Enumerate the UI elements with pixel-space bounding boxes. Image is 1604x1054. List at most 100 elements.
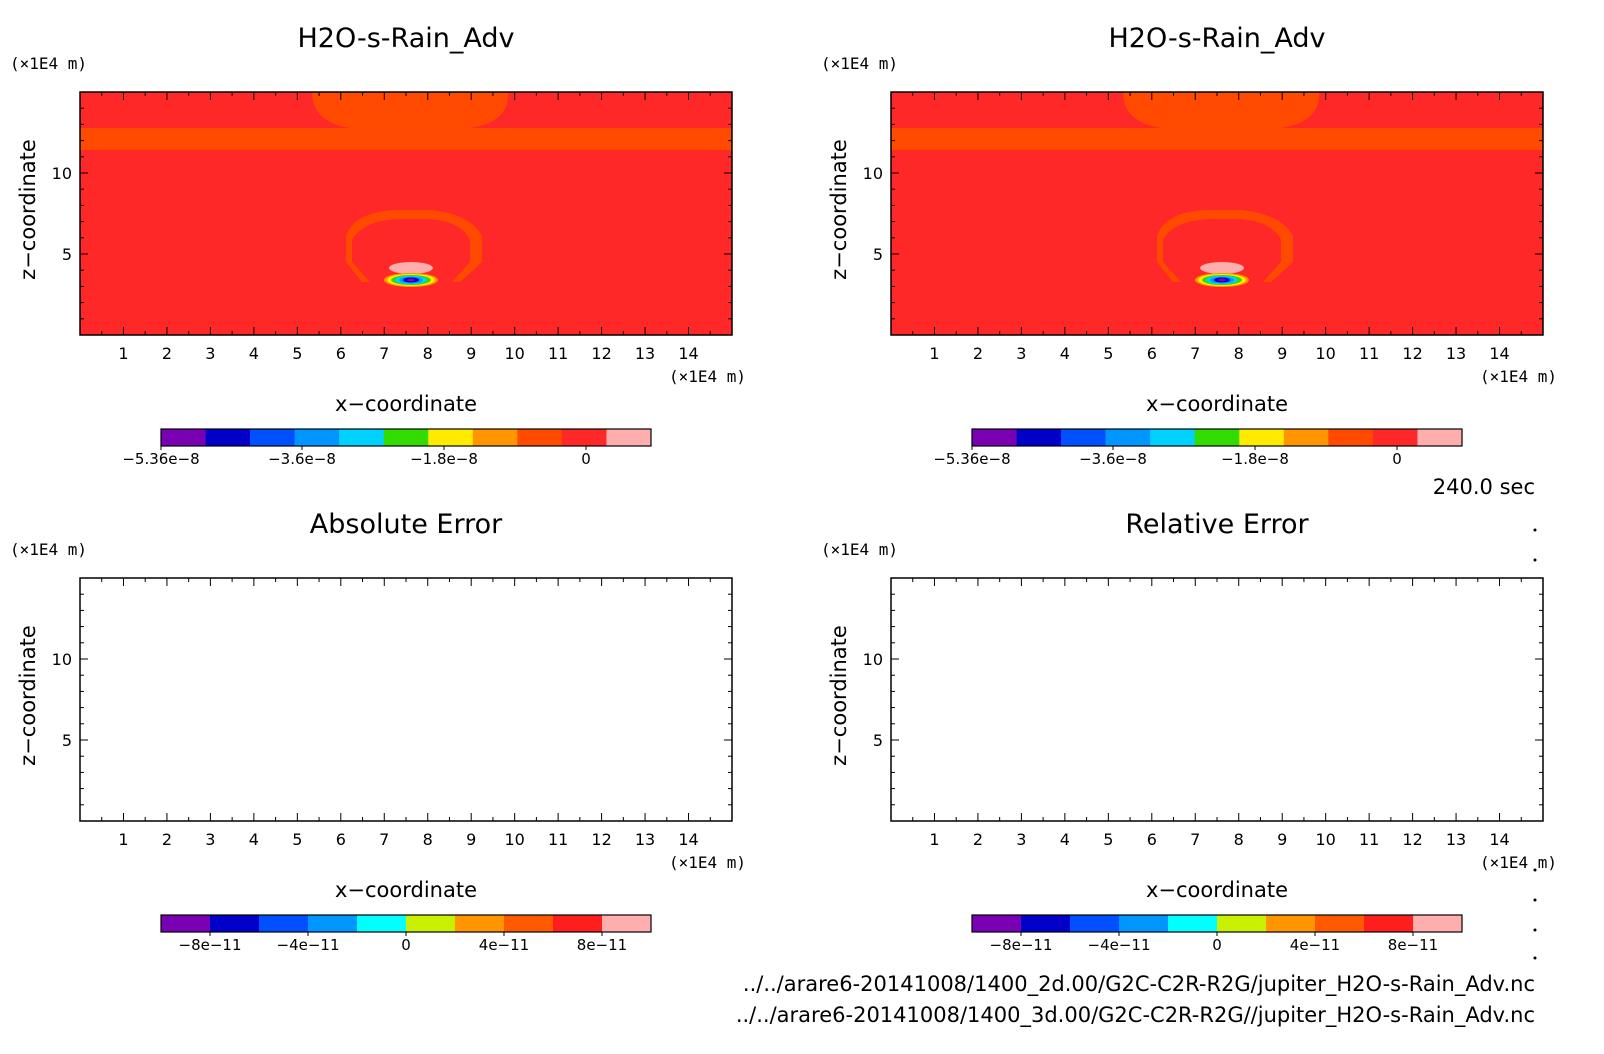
colorbar-tick-label: 8e−11 — [1388, 936, 1438, 954]
upper-cap — [312, 92, 509, 128]
colorbar-segment — [1328, 429, 1374, 446]
y-tick-label: 5 — [873, 245, 883, 264]
y-unit-label: (×1E4 m) — [821, 540, 898, 559]
colorbar-frame — [971, 428, 1463, 447]
panel-bottom-right: Relative Error(×1E4 m)1 2 3 4 5 6 7 8 9 10 11 12 13 1… — [821, 509, 1557, 954]
panel-title: Relative Error — [1125, 509, 1309, 540]
x-tick-label: 2 — [162, 344, 172, 363]
x-tick-label: 4 — [1060, 344, 1070, 363]
colorbar-segment — [553, 915, 603, 932]
y-axis-label: z−coordinate — [16, 625, 40, 766]
ring-anomaly — [346, 210, 482, 282]
x-tick-label: 11 — [548, 830, 568, 849]
y-axis-label: z−coordinate — [827, 625, 851, 766]
colorbar-segment — [250, 429, 295, 446]
upper-band — [80, 128, 732, 150]
x-tick-label: 12 — [591, 344, 611, 363]
margin-dots — [1533, 528, 1537, 960]
colorbar-segment — [1105, 429, 1151, 446]
x-tick-label: 13 — [635, 344, 655, 363]
colorbar-tick-label: −8e−11 — [990, 936, 1053, 954]
x-tick-label: 7 — [379, 344, 389, 363]
panel-top-right: H2O-s-Rain_Adv(×1E4 m)1 2 3 4 5 6 7 8 9 10 11 12 13 1… — [821, 23, 1557, 468]
colorbar-tick-label: −3.6e−8 — [268, 450, 336, 468]
colorbar-segment — [259, 915, 309, 932]
file-path-1: ../../arare6-20141008/1400_2d.00/G2C-C2R… — [743, 972, 1535, 997]
x-tick-label: 5 — [1103, 830, 1113, 849]
colorbar-segment — [428, 429, 474, 446]
x-tick-label: 6 — [1147, 344, 1157, 363]
time-label: 240.0 sec — [1433, 475, 1535, 499]
x-tick-label: 2 — [162, 830, 172, 849]
y-tick-label: 5 — [62, 245, 72, 264]
y-tick-label: 10 — [863, 650, 883, 669]
colorbar-tick-label: 0 — [1212, 936, 1222, 954]
colorbar-segment — [561, 429, 607, 446]
x-tick-label: 12 — [1402, 344, 1422, 363]
colorbar-segment — [1016, 429, 1062, 446]
colorbar-segment — [1266, 915, 1316, 932]
x-tick-label: 1 — [118, 344, 128, 363]
x-tick-label: 11 — [548, 344, 568, 363]
colorbar-segment — [1315, 915, 1365, 932]
colorbar-segment — [1417, 429, 1463, 446]
plot-frame — [890, 577, 1544, 822]
x-tick-label: 3 — [205, 830, 215, 849]
pink-cap — [1200, 262, 1244, 274]
y-tick-label: 10 — [52, 650, 72, 669]
x-axis-label: x−coordinate — [335, 392, 477, 416]
x-tick-label: 3 — [1016, 830, 1026, 849]
x-tick-label: 5 — [292, 830, 302, 849]
colorbar-segment — [1021, 915, 1071, 932]
colorbar-segment — [455, 915, 505, 932]
colorbar-tick-label: 4e−11 — [479, 936, 529, 954]
x-unit-label: (×1E4 m) — [1480, 853, 1557, 872]
colorbar-frame — [160, 428, 652, 447]
x-tick-label: 3 — [1016, 344, 1026, 363]
x-tick-label: 13 — [1446, 344, 1466, 363]
colorbar-segment — [1364, 915, 1414, 932]
x-tick-label: 1 — [118, 830, 128, 849]
y-axis-label: z−coordinate — [827, 139, 851, 280]
colorbar-segment — [1217, 915, 1267, 932]
x-tick-label: 7 — [1190, 344, 1200, 363]
colorbar-segment — [205, 429, 251, 446]
x-axis-label: x−coordinate — [335, 878, 477, 902]
y-tick-label: 10 — [863, 164, 883, 183]
colorbar-tick-label: −1.8e−8 — [1221, 450, 1289, 468]
colorbar-tick-label: −4e−11 — [277, 936, 340, 954]
x-tick-label: 11 — [1359, 830, 1379, 849]
y-axis-label: z−coordinate — [16, 139, 40, 280]
plot-frame — [79, 577, 733, 822]
colorbar-segment — [406, 915, 456, 932]
colorbar-tick-label: −3.6e−8 — [1079, 450, 1147, 468]
colorbar-segment — [161, 429, 206, 446]
colorbar-segment — [1194, 429, 1240, 446]
colorbar-tick-label: 0 — [581, 450, 591, 468]
x-tick-label: 4 — [1060, 830, 1070, 849]
colorbar-segment — [294, 429, 340, 446]
x-tick-label: 14 — [1489, 830, 1509, 849]
x-tick-label: 2 — [973, 344, 983, 363]
x-tick-label: 4 — [249, 830, 259, 849]
x-tick-label: 4 — [249, 344, 259, 363]
heatmap-field — [891, 92, 1543, 335]
upper-band — [891, 128, 1543, 150]
x-unit-label: (×1E4 m) — [669, 367, 746, 386]
x-tick-label: 12 — [1402, 830, 1422, 849]
x-tick-label: 5 — [292, 344, 302, 363]
colorbar-tick-label: −5.36e−8 — [933, 450, 1010, 468]
colorbar-segment — [972, 915, 1022, 932]
x-tick-label: 14 — [1489, 344, 1509, 363]
colorbar-segment — [161, 915, 211, 932]
x-tick-label: 11 — [1359, 344, 1379, 363]
panel-bottom-left: Absolute Error(×1E4 m)1 2 3 4 5 6 7 8 9 10 11 12 13 1… — [10, 509, 746, 954]
x-unit-label: (×1E4 m) — [1480, 367, 1557, 386]
x-tick-label: 9 — [1277, 830, 1287, 849]
x-tick-label: 10 — [504, 830, 524, 849]
colorbar-tick-label: 8e−11 — [577, 936, 627, 954]
x-axis-label: x−coordinate — [1146, 392, 1288, 416]
colorbar-tick-label: −1.8e−8 — [410, 450, 478, 468]
upper-cap — [1123, 92, 1320, 128]
y-tick-label: 5 — [62, 731, 72, 750]
